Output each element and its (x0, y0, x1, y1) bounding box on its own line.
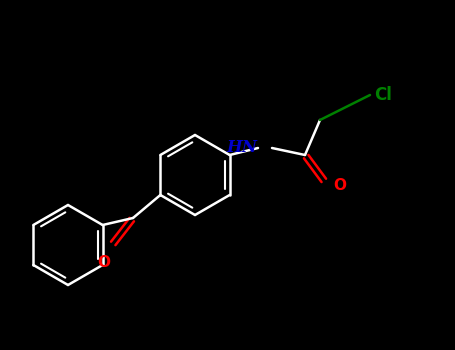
Text: O: O (333, 177, 346, 192)
Text: O: O (97, 255, 111, 270)
Text: Cl: Cl (374, 86, 392, 104)
Text: HN: HN (226, 140, 257, 156)
